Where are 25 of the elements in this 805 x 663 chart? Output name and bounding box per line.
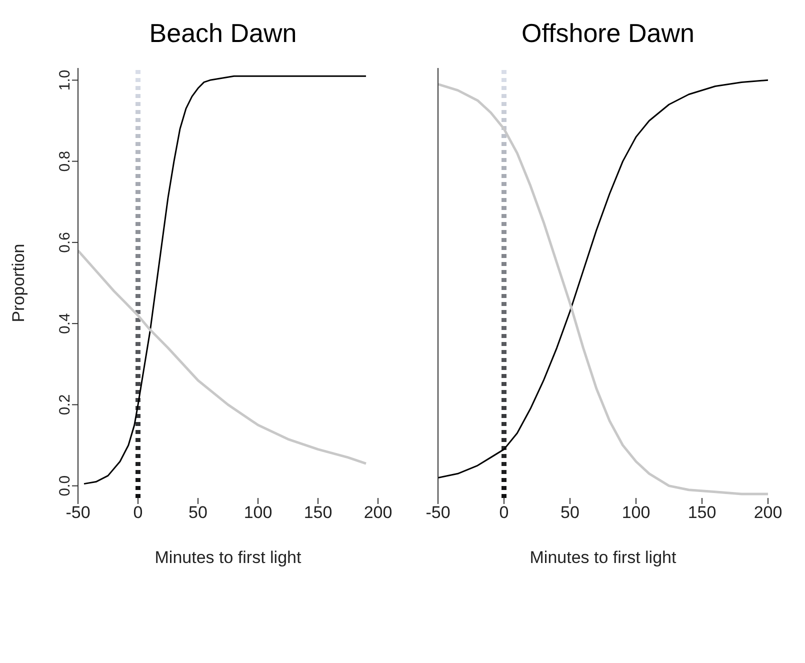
y-tick-label: 0.8 — [56, 150, 74, 172]
x-tick-label: 0 — [133, 503, 143, 522]
chart-title: Offshore Dawn — [520, 18, 696, 50]
y-axis-title: Proportion — [9, 244, 28, 322]
x-tick-label: -50 — [66, 503, 90, 522]
y-tick-label: 0.4 — [56, 313, 74, 334]
x-tick-label: 50 — [188, 503, 208, 522]
x-tick-label: 150 — [304, 503, 332, 522]
x-tick-label: 100 — [244, 503, 272, 522]
y-tick-label: 0.2 — [56, 394, 74, 416]
x-tick-label: -50 — [426, 503, 450, 522]
chart-title: Beach Dawn — [148, 18, 298, 50]
x-tick-label: 100 — [622, 503, 650, 522]
x-tick-label: 150 — [688, 503, 716, 522]
y-tick-label: 0.0 — [56, 475, 74, 496]
x-tick-label: 0 — [499, 503, 509, 522]
x-axis-title: Minutes to first light — [530, 548, 676, 567]
line-series — [83, 75, 367, 485]
line-series — [78, 249, 368, 465]
x-tick-label: 200 — [754, 503, 782, 522]
x-tick-label: 50 — [560, 503, 580, 522]
y-tick-label: 0.6 — [56, 232, 74, 253]
y-tick-label: 1.0 — [56, 70, 74, 91]
x-tick-label: 200 — [364, 503, 392, 522]
x-axis-title: Minutes to first light — [154, 548, 302, 567]
